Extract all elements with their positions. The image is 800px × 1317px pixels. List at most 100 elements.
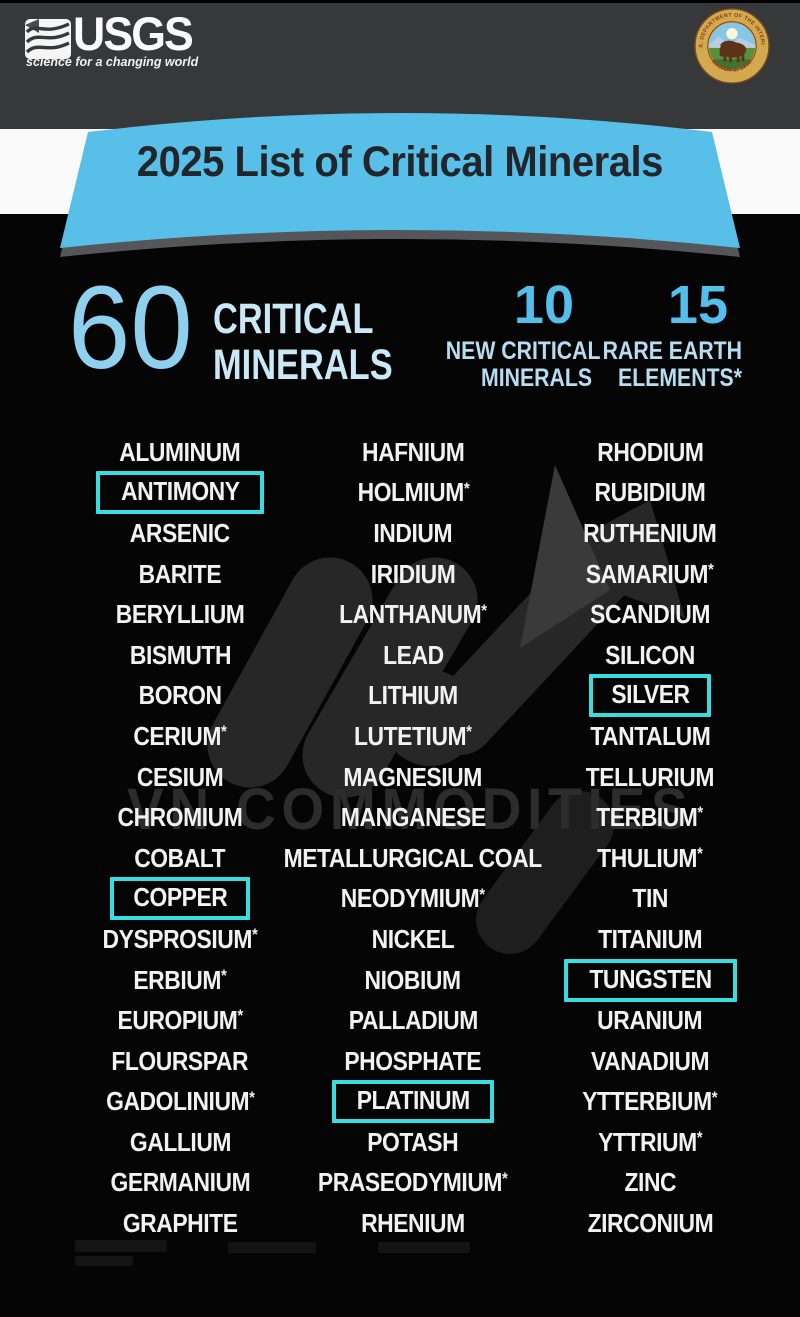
mineral-name: GERMANIUM [110,1167,250,1198]
mineral-name: BORON [138,680,222,711]
rare-earth-label: RARE EARTH ELEMENTS* [602,337,742,392]
rare-earth-asterisk: * [252,925,258,945]
mineral-item: ALUMINUM [45,432,315,473]
rare-earth-asterisk: * [248,1087,255,1107]
mineral-item: PLATINUM [288,1080,538,1124]
mineral-item: PHOSPHATE [288,1041,538,1082]
new-critical-label: NEW CRITICAL MINERALS [445,337,601,392]
mineral-name: FLOURSPAR [111,1045,249,1076]
mineral-item: HAFNIUM [288,432,538,473]
mineral-name: TIN [632,883,668,914]
mineral-name: SCANDIUM [590,599,710,630]
mineral-column-2: HAFNIUM HOLMIUM* INDIUM IRIDIUM LANTHANUM* LE… [284,432,543,1244]
mineral-name: THULIUM* [597,842,703,873]
mineral-item: COBALT [45,838,315,879]
mineral-name: COBALT [134,842,226,873]
mineral-name: GADOLINIUM* [105,1086,255,1117]
mineral-name: DYSPROSIUM* [102,923,258,954]
mineral-name: POTASH [367,1126,459,1157]
mineral-item: NIOBIUM [288,960,538,1001]
mineral-item: LUTETIUM* [288,716,538,757]
rare-earth-asterisk: * [221,965,227,985]
mineral-item: GRAPHITE [45,1203,315,1244]
mineral-item: TUNGSTEN [525,958,775,1002]
mineral-item: PRASEODYMIUM* [288,1163,538,1204]
mineral-item: ZINC [525,1163,775,1204]
mineral-name: INDIUM [373,517,453,548]
mineral-column-3: RHODIUM RUBIDIUM RUTHENIUM SAMARIUM* SCANDIU… [525,432,775,1244]
new-critical-count: 10 [513,275,574,335]
mineral-name: EUROPIUM* [117,1005,243,1036]
total-minerals-label: CRITICAL MINERALS [213,295,393,389]
mineral-item: NEODYMIUM* [288,879,538,920]
mineral-name: CESIUM [136,761,224,792]
rare-earth-asterisk: * [697,844,703,864]
usgs-wave-icon [25,19,71,64]
rare-earth-asterisk: * [502,1168,508,1188]
mineral-name: CERIUM* [133,720,227,751]
rare-earth-asterisk: * [481,600,487,620]
mineral-name: MANGANESE [340,802,486,833]
mineral-item: ZIRCONIUM [525,1203,775,1244]
mineral-name: RHODIUM [596,436,704,467]
mineral-item: RHODIUM [525,432,775,473]
mineral-name: METALLURGICAL COAL [283,842,543,873]
mineral-name: LUTETIUM* [354,720,472,751]
mineral-item: METALLURGICAL COAL [284,838,543,879]
mineral-item: TIN [525,879,775,920]
rare-earth-asterisk: * [696,1128,703,1148]
mineral-item: PALLADIUM [288,1000,538,1041]
mineral-item: DYSPROSIUM* [45,919,315,960]
mineral-item: CESIUM [45,757,315,798]
mineral-item: SILICON [525,635,775,676]
mineral-item: TITANIUM [525,919,775,960]
mineral-name: RUTHENIUM [583,517,717,548]
mineral-name: BERYLLIUM [115,599,245,630]
mineral-item: NICKEL [288,919,538,960]
mineral-name: BISMUTH [129,639,231,670]
rare-earth-asterisk: * [221,722,227,742]
mineral-item: TELLURIUM [525,757,775,798]
usgs-acronym: USGS [73,7,194,60]
mineral-item: YTTERBIUM* [525,1082,775,1123]
title-ribbon [30,88,770,271]
mineral-item: GADOLINIUM* [45,1082,315,1123]
mineral-name: GALLIUM [129,1126,231,1157]
faint-footnote-smudge [378,1242,470,1253]
usgs-tagline: science for a changing world [26,55,199,69]
mineral-name: PHOSPHATE [344,1045,482,1076]
mineral-name: YTTRIUM* [597,1126,703,1157]
mineral-item: COPPER [45,877,315,921]
rare-earth-asterisk: * [697,803,704,823]
mineral-item: BORON [45,676,315,717]
mineral-item: YTTRIUM* [525,1122,775,1163]
mineral-name: ZIRCONIUM [587,1208,713,1239]
mineral-name: CHROMIUM [117,802,243,833]
new-critical-minerals-stat: 10 NEW CRITICAL MINERALS [420,275,601,392]
mineral-name: TELLURIUM [585,761,715,792]
mineral-name: GRAPHITE [122,1208,238,1239]
mineral-column-1: ALUMINUM ANTIMONY ARSENIC BARITE BERYLLIUM BI… [45,432,315,1244]
mineral-item: INDIUM [288,513,538,554]
interior-department-seal: U.S. DEPARTMENT OF THE INTERIOR MARCH 3,… [692,4,770,89]
mineral-name: LANTHANUM* [339,599,487,630]
mineral-name: BARITE [138,558,222,589]
mineral-name: SAMARIUM* [586,558,714,589]
mineral-name: IRIDIUM [370,558,456,589]
mineral-name: URANIUM [597,1005,703,1036]
mineral-name: ARSENIC [130,517,230,548]
mineral-item: GERMANIUM [45,1163,315,1204]
mineral-name: HOLMIUM* [357,477,469,508]
header-bar [0,0,800,132]
rare-earth-count: 15 [667,275,728,335]
mineral-item: ARSENIC [45,513,315,554]
mineral-name: ERBIUM* [133,964,227,995]
mineral-item: HOLMIUM* [288,473,538,514]
mineral-highlight-box: PLATINUM [331,1080,495,1124]
mineral-name: TITANIUM [597,923,703,954]
mineral-name: MAGNESIUM [343,761,483,792]
rare-earth-asterisk: * [712,1087,718,1107]
mineral-item: IRIDIUM [288,554,538,595]
mineral-item: BARITE [45,554,315,595]
